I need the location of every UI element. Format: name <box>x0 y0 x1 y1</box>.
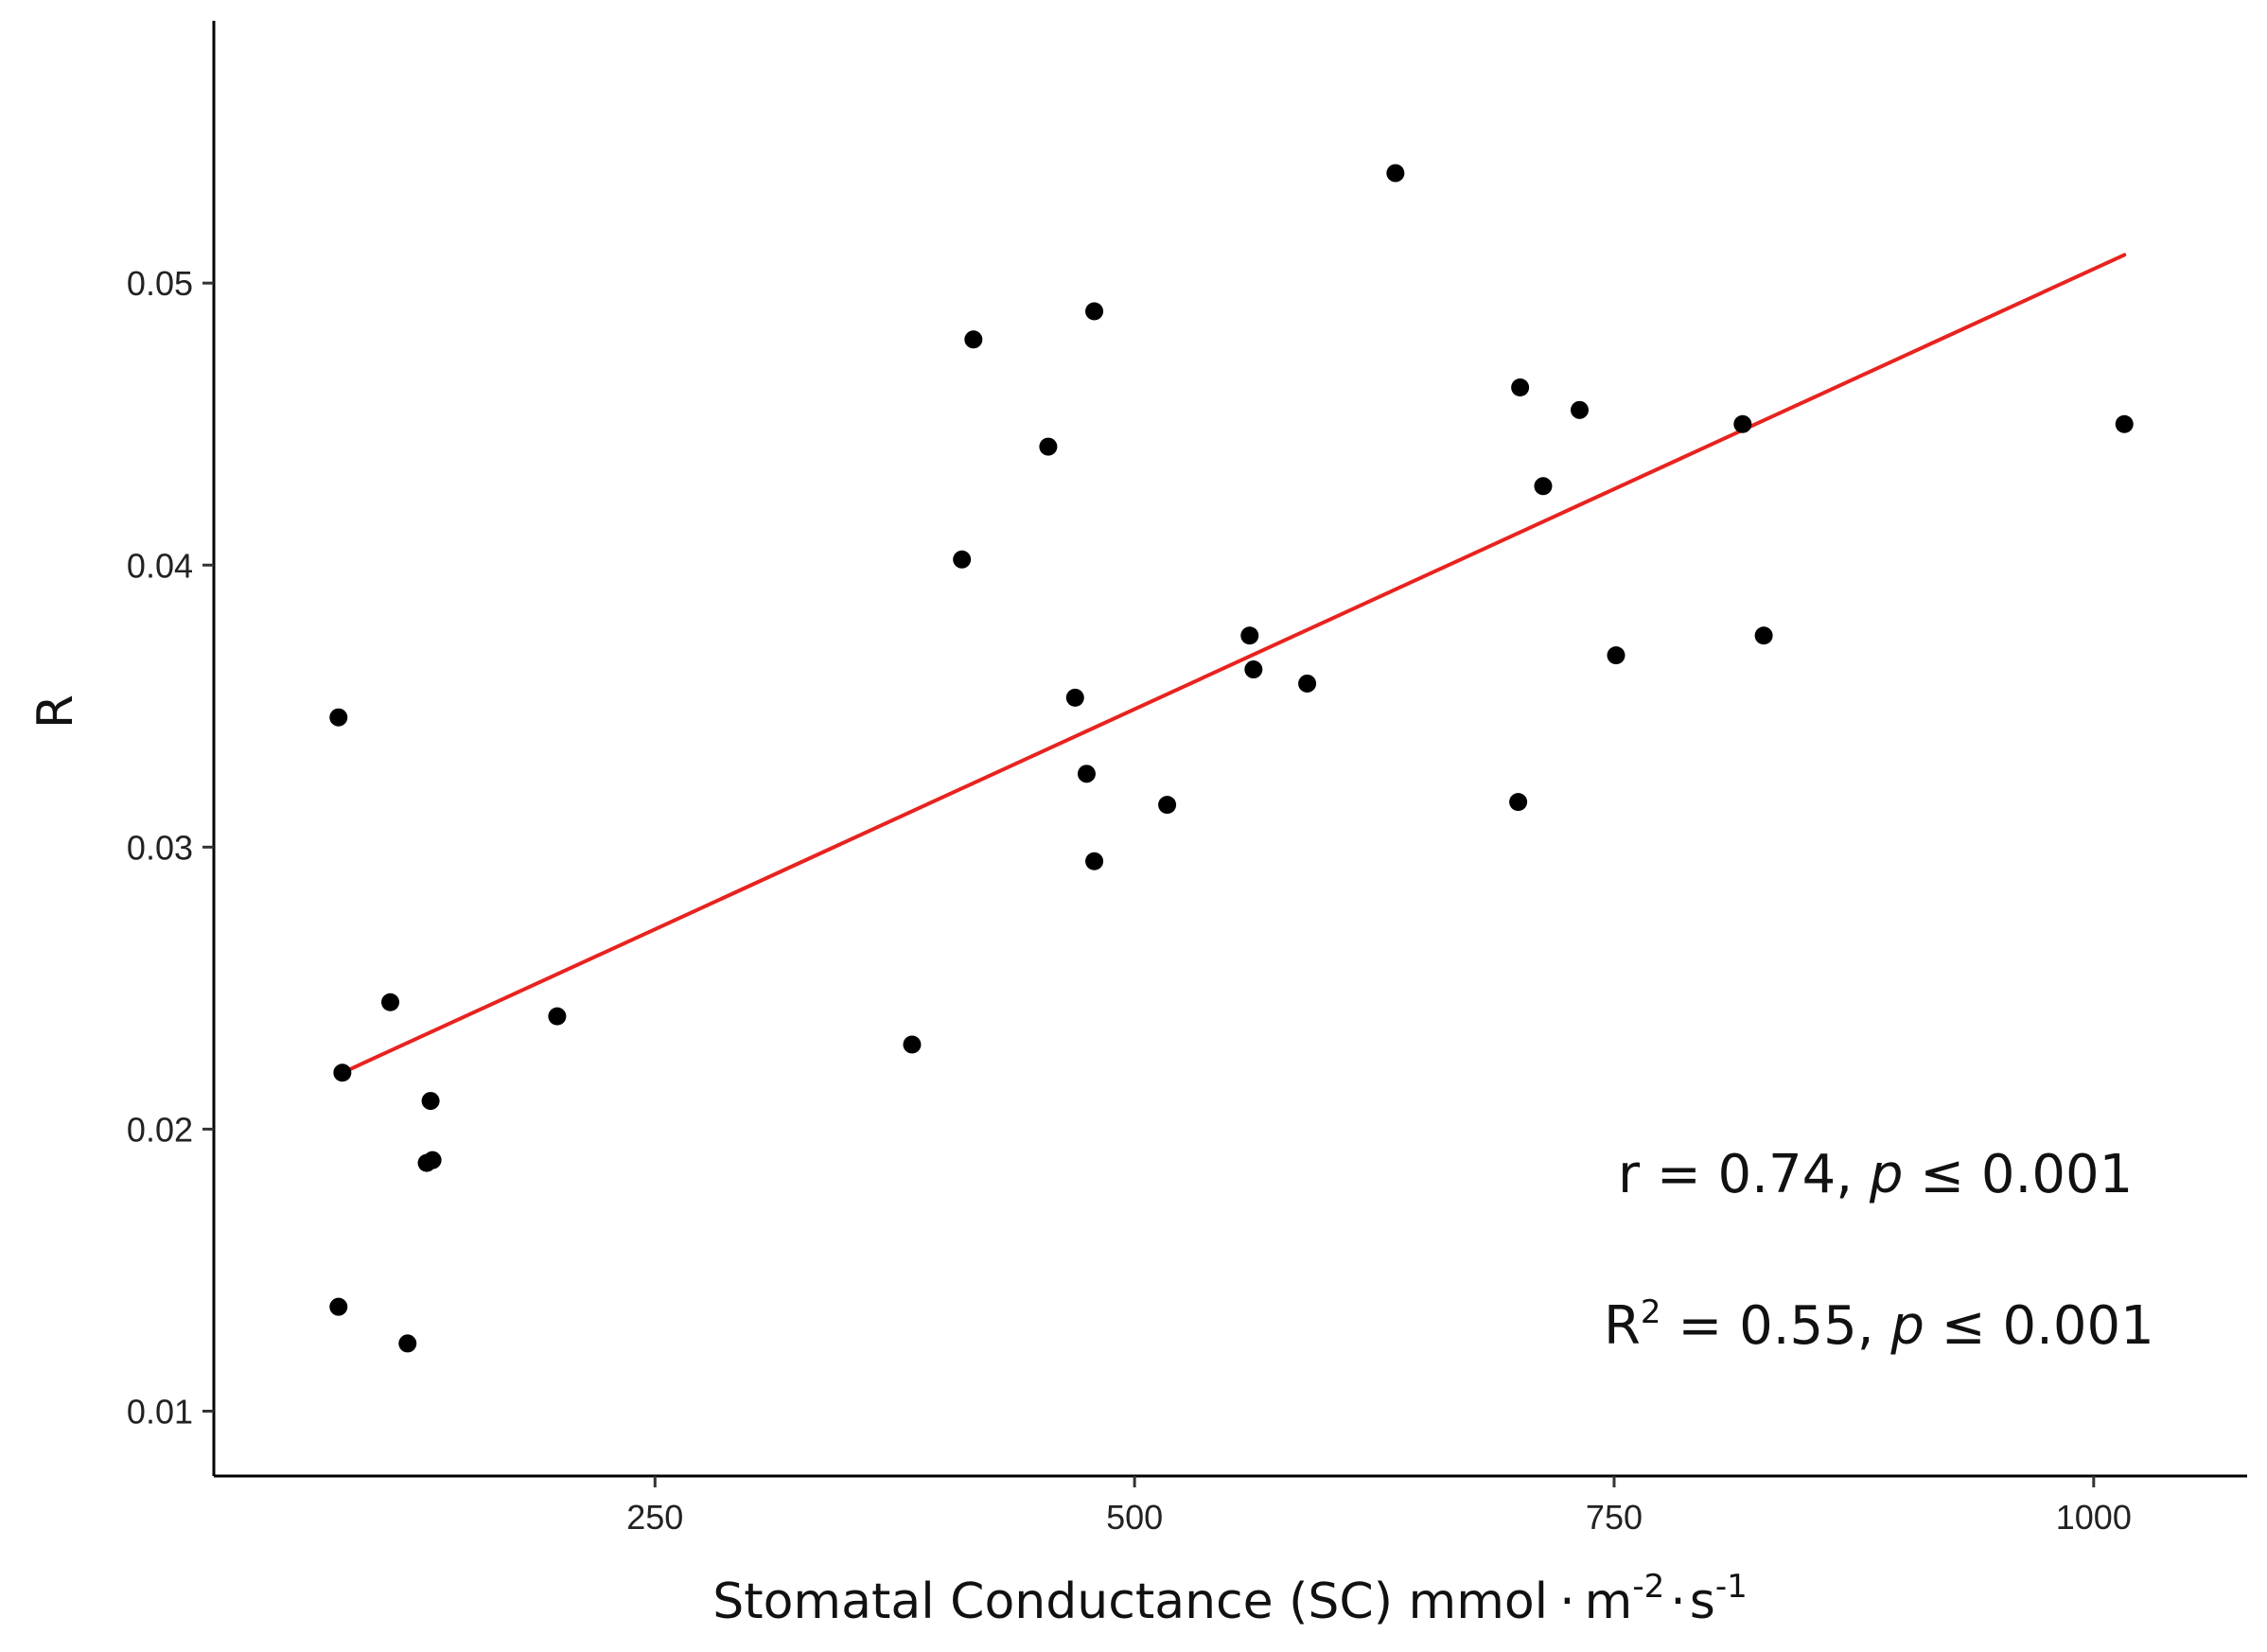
x-ticks: 250 500 750 1000 <box>626 1476 2132 1537</box>
r-squared-p-symbol: p <box>1889 1295 1924 1357</box>
data-point <box>1298 674 1317 693</box>
r-squared-mid: = 0.55, <box>1661 1295 1891 1357</box>
data-point <box>1244 660 1263 679</box>
x-tick-label: 750 <box>1586 1498 1643 1537</box>
x-axis-title-main: Stomatal Conductance (SC) mmol <box>712 1573 1548 1630</box>
data-point <box>398 1334 417 1353</box>
data-point <box>329 1297 348 1316</box>
data-point <box>1733 414 1752 433</box>
y-tick-label: 0.01 <box>127 1392 193 1431</box>
x-axis-title-dot-2: · <box>1670 1573 1686 1630</box>
x-axis-title-exp-m: -2 <box>1632 1568 1664 1606</box>
correlation-prefix: r = 0.74, <box>1618 1144 1870 1205</box>
data-point <box>1077 764 1096 783</box>
data-point <box>548 1007 567 1026</box>
data-point <box>1509 793 1528 812</box>
y-tick-label: 0.05 <box>127 264 193 303</box>
data-point <box>1386 164 1405 183</box>
x-tick-label: 500 <box>1106 1498 1163 1537</box>
regression-line <box>340 253 2127 1075</box>
data-point <box>1511 378 1530 396</box>
r-squared-suffix: ≤ 0.001 <box>1924 1295 2154 1357</box>
data-point <box>381 993 400 1011</box>
data-point <box>903 1035 922 1054</box>
y-axis-title: R <box>27 694 84 729</box>
data-point <box>953 550 972 569</box>
y-tick-label: 0.02 <box>127 1110 193 1149</box>
x-tick-label: 250 <box>626 1498 683 1537</box>
data-point <box>1065 688 1084 707</box>
data-point <box>1607 646 1626 665</box>
y-ticks: 0.01 0.02 0.03 0.04 0.05 <box>127 264 214 1431</box>
data-point <box>1754 626 1773 645</box>
x-axis-title-unit-s: s <box>1690 1573 1715 1630</box>
data-points <box>329 164 2134 1353</box>
x-tick-label: 1000 <box>2056 1498 2132 1537</box>
data-point <box>1085 302 1104 321</box>
y-tick-label: 0.03 <box>127 828 193 867</box>
data-point <box>1570 400 1589 419</box>
correlation-p-symbol: p <box>1869 1144 1904 1205</box>
data-point <box>1534 477 1553 496</box>
data-point <box>1158 796 1177 815</box>
r-squared-annotation: R2 = 0.55, p ≤ 0.001 <box>1604 1293 2154 1357</box>
data-point <box>423 1151 442 1169</box>
data-point <box>421 1092 440 1111</box>
y-tick-label: 0.04 <box>127 546 193 585</box>
data-point <box>964 330 983 349</box>
r-squared-exponent: 2 <box>1641 1293 1661 1331</box>
data-point <box>1085 852 1104 870</box>
data-point <box>333 1063 352 1082</box>
r-squared-base: R <box>1604 1295 1641 1357</box>
data-point <box>2115 414 2134 433</box>
data-point <box>329 708 348 727</box>
x-axis-title: Stomatal Conductance (SC) mmol · m-2 ·s-1 <box>712 1568 1748 1630</box>
x-axis-title-unit-m: m <box>1585 1573 1633 1630</box>
x-axis-title-exp-s: -1 <box>1715 1568 1748 1606</box>
data-point <box>1240 626 1259 645</box>
x-axis-title-dot: · <box>1559 1573 1575 1630</box>
correlation-annotation: r = 0.74, p ≤ 0.001 <box>1618 1144 2133 1205</box>
correlation-suffix: ≤ 0.001 <box>1903 1144 2133 1205</box>
data-point <box>1039 437 1058 456</box>
